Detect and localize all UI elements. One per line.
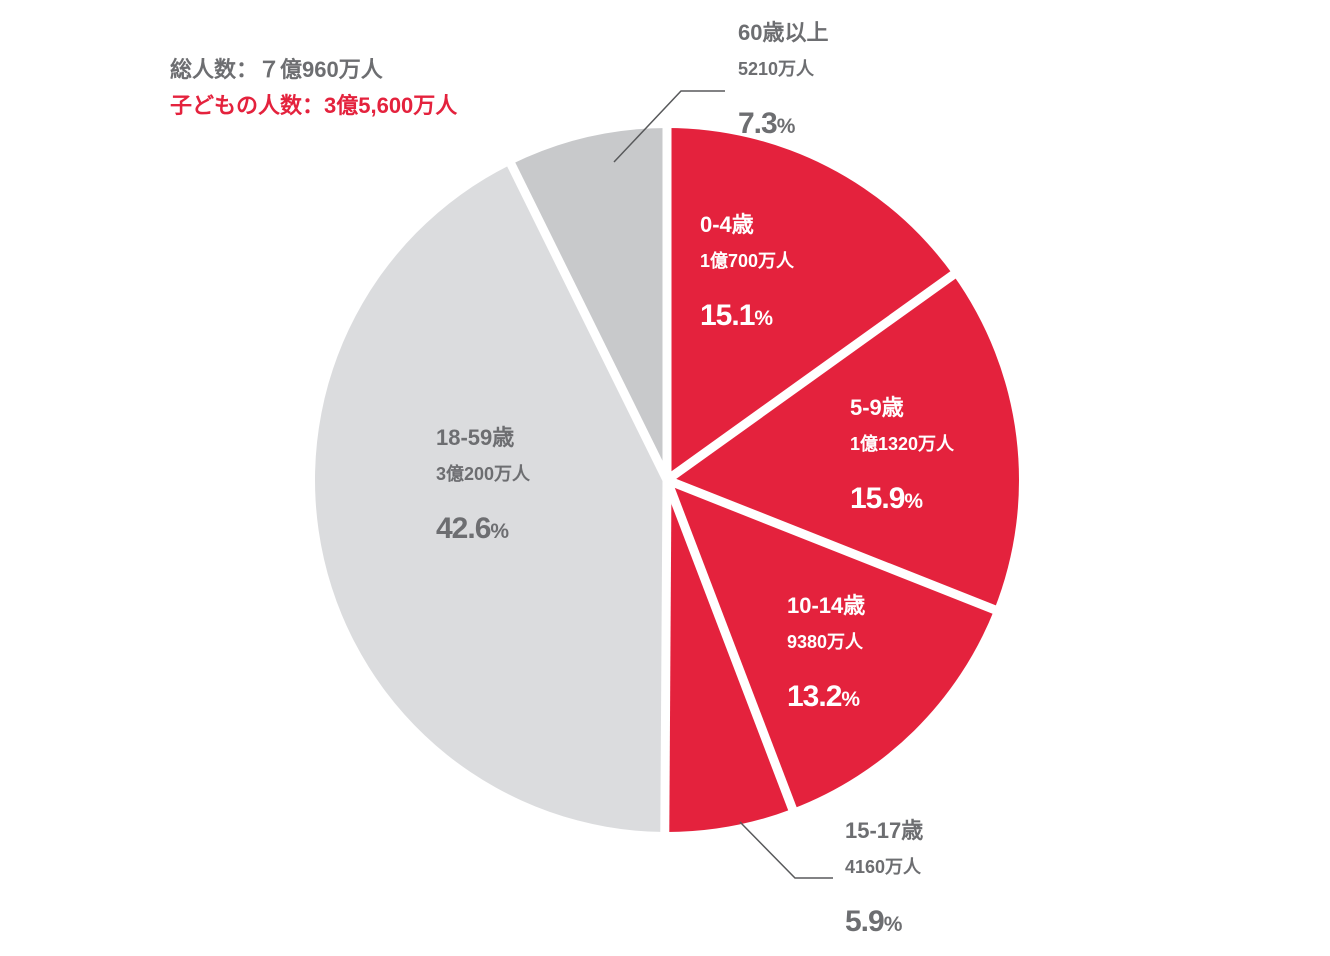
slice-age-label: 0-4歳 — [700, 212, 754, 237]
leader-line-6 — [613, 90, 725, 163]
slice-label-5: 18-59歳 3億200万人 42.6% — [436, 425, 531, 545]
slice-separator-5 — [660, 479, 672, 837]
children-population-text: 子どもの人数：3億5,600万人 — [170, 93, 457, 118]
slice-percent-label: 7.3% — [738, 107, 796, 140]
pie-slice-3 — [667, 480, 995, 809]
slice-separator-4 — [662, 478, 799, 815]
slice-label-2: 5-9歳 1億1320万人 15.9% — [850, 395, 955, 515]
slice-label-4: 15-17歳 4160万人 5.9% — [845, 818, 923, 938]
slice-percent-label: 13.2% — [787, 680, 860, 713]
slice-age-label: 18-59歳 — [436, 425, 514, 450]
slice-separator-2 — [664, 268, 959, 484]
slice-label-3: 10-14歳 9380万人 13.2% — [787, 593, 865, 713]
pie-slice-2 — [667, 274, 1020, 610]
total-population-text: 総人数：７億960万人 — [170, 57, 383, 82]
slice-percent-label: 42.6% — [436, 512, 509, 545]
slice-percent-label: 15.1% — [700, 299, 773, 332]
slice-count-label: 9380万人 — [787, 632, 864, 652]
slice-count-label: 4160万人 — [845, 857, 922, 877]
summary-block: 総人数：７億960万人 子どもの人数：3億5,600万人 — [170, 57, 457, 118]
leader-line-4 — [739, 821, 833, 879]
slice-count-label: 3億200万人 — [436, 463, 531, 484]
slice-separator-3 — [665, 475, 1000, 616]
pie-slice-1 — [667, 128, 954, 480]
leader-lines — [613, 90, 833, 879]
slice-age-label: 60歳以上 — [738, 20, 828, 45]
slice-percent-label: 15.9% — [850, 482, 923, 515]
slice-age-label: 10-14歳 — [787, 593, 865, 618]
slice-count-label: 1億700万人 — [700, 250, 795, 271]
slice-count-label: 5210万人 — [738, 59, 815, 79]
slice-age-label: 5-9歳 — [850, 395, 904, 420]
slice-labels: 0-4歳 1億700万人 15.1% 5-9歳 1億1320万人 15.9% 10-14歳 9… — [436, 20, 955, 938]
pie-slices — [314, 124, 1020, 837]
slice-label-1: 0-4歳 1億700万人 15.1% — [700, 212, 795, 332]
slice-age-label: 15-17歳 — [845, 818, 923, 843]
slice-count-label: 1億1320万人 — [850, 433, 955, 454]
slice-percent-label: 5.9% — [845, 905, 903, 938]
slice-separator-6 — [505, 158, 672, 482]
pie-slice-5 — [314, 164, 667, 832]
slice-label-6: 60歳以上 5210万人 7.3% — [738, 20, 828, 140]
